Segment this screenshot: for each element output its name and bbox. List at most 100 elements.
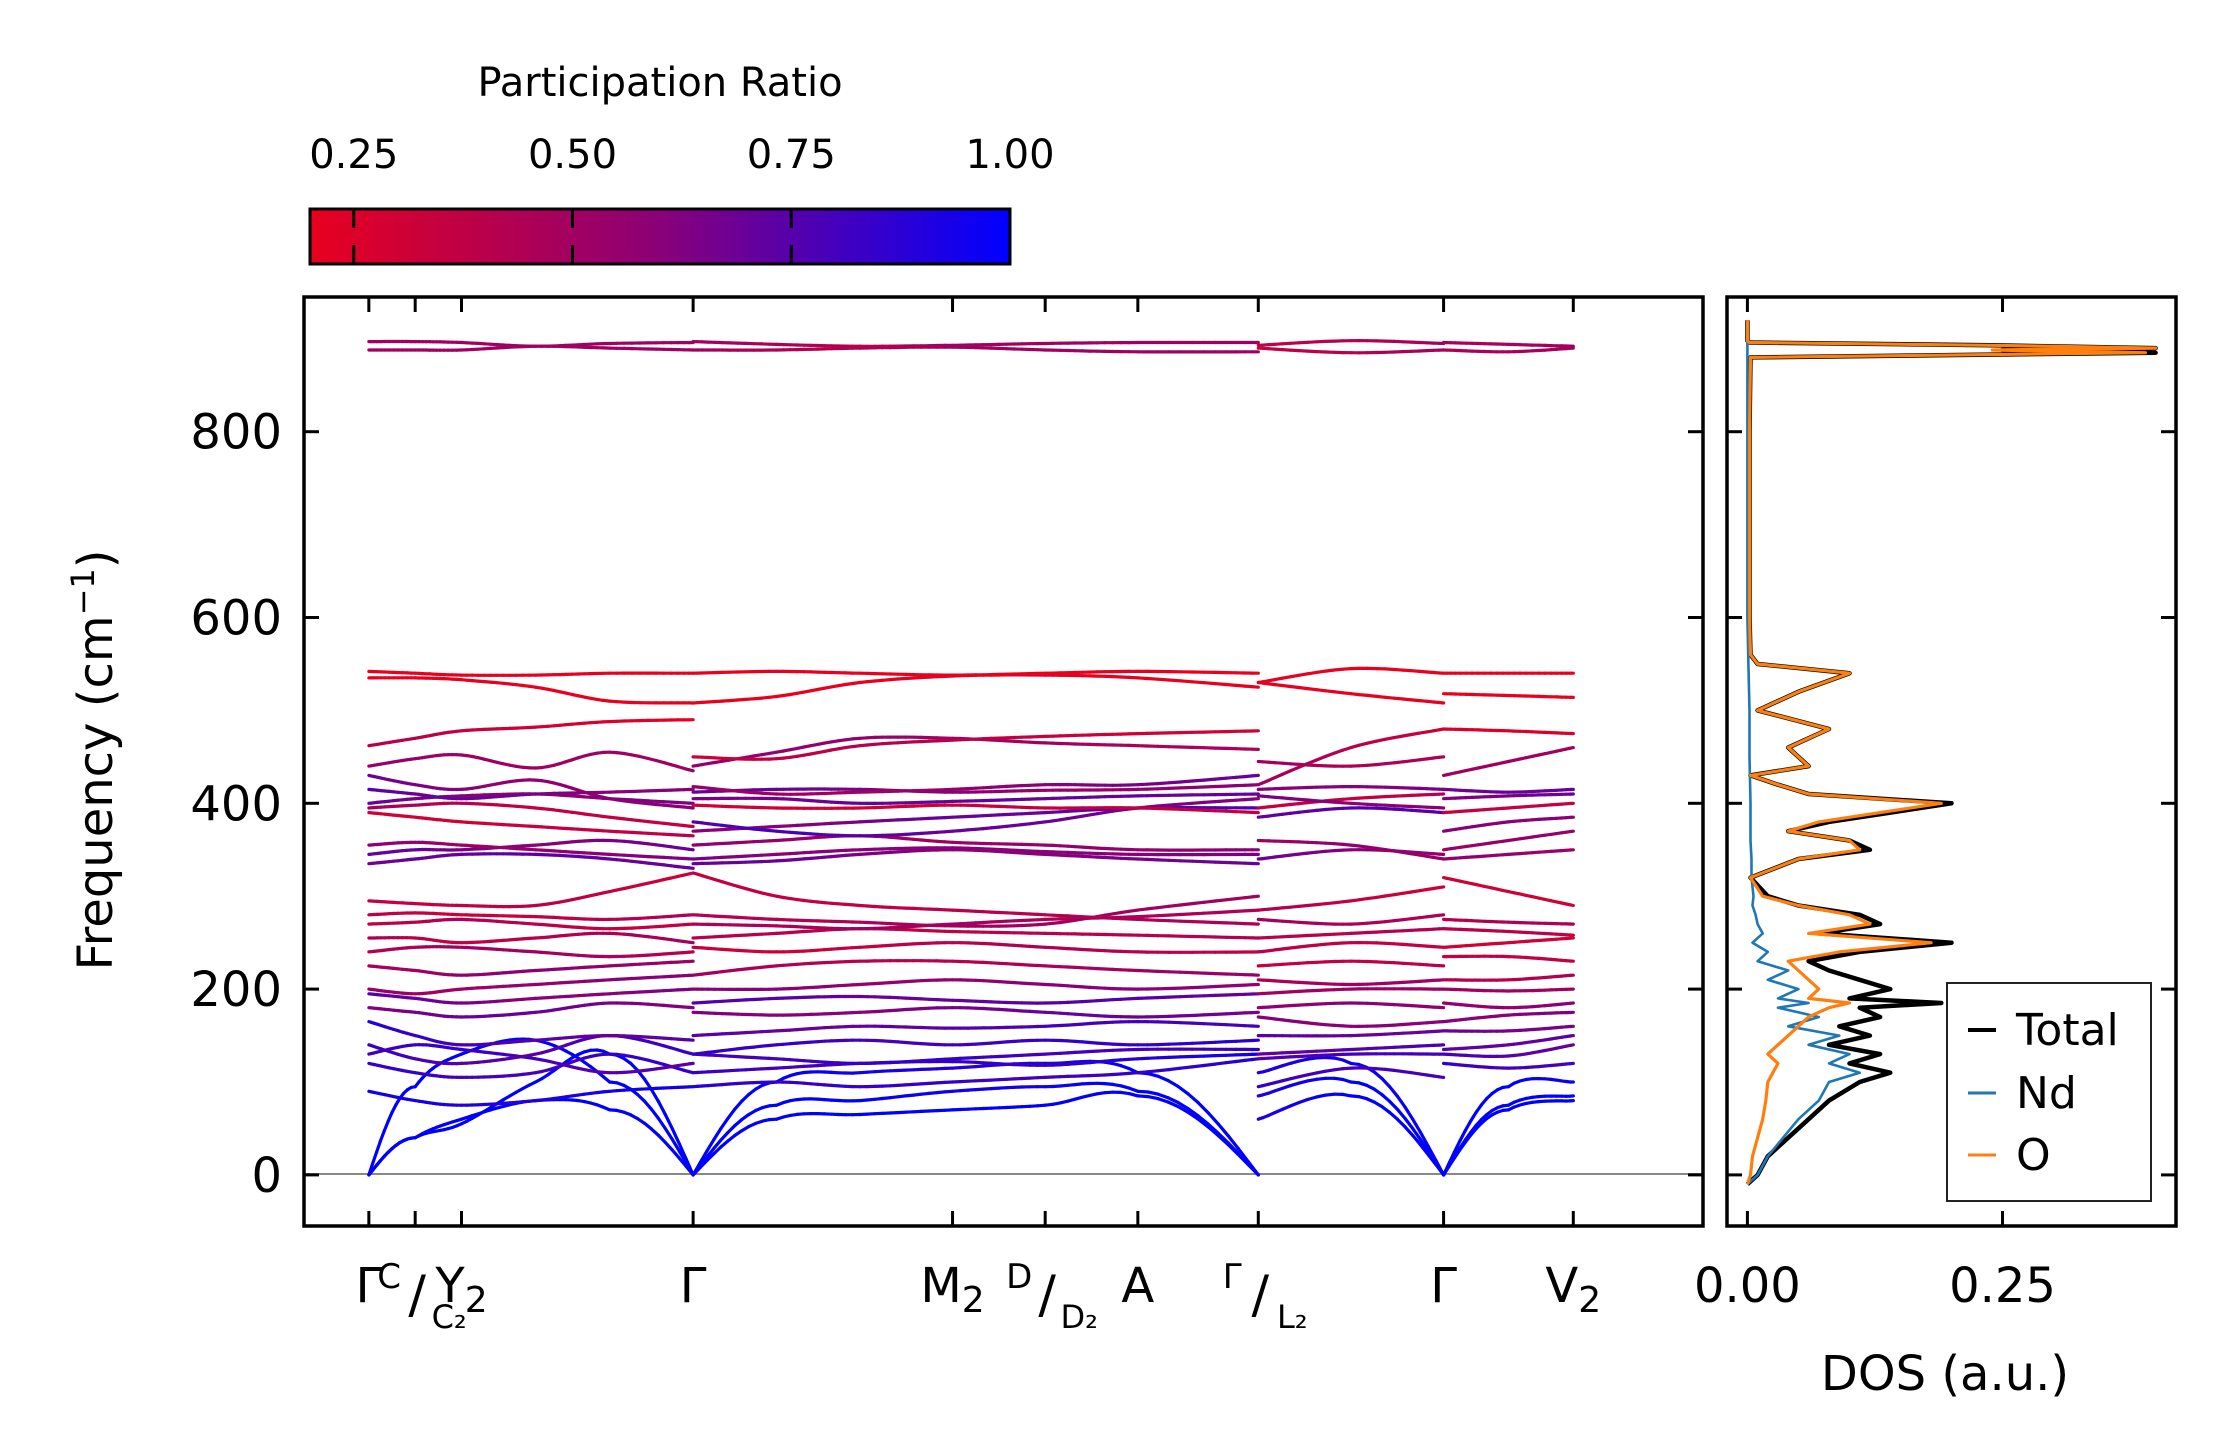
band-segment: [1136, 1089, 1150, 1094]
phonon-band: [367, 801, 695, 829]
band-segment: [1156, 995, 1171, 1000]
band-segment: [726, 1123, 737, 1135]
phonon-band: [691, 846, 1260, 861]
band-segment: [1202, 971, 1217, 976]
phonon-band: [1256, 913, 1446, 926]
band-segment: [1213, 1040, 1228, 1044]
band-segment: [1202, 777, 1217, 782]
band-segment: [1176, 1084, 1190, 1096]
band-segment: [1167, 858, 1183, 863]
band-segment: [1216, 1131, 1230, 1145]
band-segment: [1178, 1065, 1194, 1070]
phonon-band: [367, 838, 695, 857]
band-segment: [1202, 784, 1217, 789]
band-segment: [1178, 779, 1194, 784]
phonon-band: [691, 1052, 1260, 1075]
band-segment: [1166, 1096, 1180, 1105]
band-segment: [670, 1127, 681, 1146]
phonon-band: [691, 1047, 1260, 1066]
band-segment: [712, 1126, 723, 1142]
phonon-band: [367, 1048, 695, 1177]
band-segment: [1202, 920, 1217, 925]
phonon-band: [1256, 680, 1446, 705]
phonon-band: [1256, 1029, 1446, 1038]
band-segment: [684, 1161, 695, 1177]
band-segment: [1437, 885, 1446, 890]
phonon-band: [1256, 838, 1446, 861]
phonon-band: [1256, 940, 1446, 954]
band-segment: [1372, 1070, 1384, 1081]
phonon-band: [367, 1033, 695, 1066]
phonon-band: [1256, 987, 1446, 996]
band-segment: [687, 847, 695, 852]
band-segment: [1136, 1094, 1150, 1099]
band-segment: [687, 805, 695, 810]
band-segment: [1156, 1092, 1170, 1100]
band-segment: [1411, 1126, 1423, 1142]
band-segment: [1403, 1125, 1415, 1138]
band-segment: [649, 1107, 661, 1121]
band-segment: [1236, 1151, 1250, 1166]
band-segment: [1395, 1117, 1407, 1129]
band-segment: [1167, 780, 1183, 785]
band-segment: [1202, 910, 1217, 915]
band-segment: [1202, 984, 1217, 989]
phonon-band: [367, 987, 695, 1005]
phonon-band: [367, 917, 695, 931]
band-segment: [1176, 1104, 1190, 1114]
phonon-band: [691, 1019, 1260, 1038]
band-segment: [1156, 904, 1171, 910]
band-segment: [698, 1149, 709, 1165]
band-segment: [705, 1146, 716, 1159]
phonon-band: [1256, 959, 1446, 968]
band-segment: [1145, 906, 1160, 911]
band-segment: [1190, 785, 1206, 790]
band-segment: [1437, 1075, 1446, 1080]
phonon-band: [691, 959, 1260, 977]
band-segment: [1411, 1117, 1423, 1134]
band-segment: [1202, 681, 1217, 686]
band-segment: [677, 1156, 688, 1169]
band-segment: [687, 768, 695, 773]
phonon-band: [1256, 1092, 1446, 1177]
band-segment: [1224, 775, 1238, 780]
band-segment: [1437, 913, 1446, 917]
band-segment: [1178, 1041, 1194, 1046]
band-segment: [1156, 1096, 1170, 1104]
band-segment: [1216, 1122, 1230, 1138]
band-segment: [1224, 1011, 1238, 1016]
phonon-band: [691, 1057, 1260, 1089]
band-segment: [1441, 1161, 1451, 1177]
band-segment: [1167, 802, 1183, 807]
band-segment: [1156, 677, 1171, 682]
band-segment: [1186, 1110, 1200, 1121]
band-segment: [1166, 1078, 1180, 1089]
phonon-band: [367, 1001, 695, 1019]
band-segment: [1156, 1074, 1170, 1083]
band-segment: [1178, 970, 1194, 975]
band-segment: [1178, 994, 1194, 999]
colorbar-ticks: 0.25 0.50 0.75 1.00: [309, 132, 1055, 264]
band-segment: [1190, 808, 1206, 812]
band-segment: [1250, 773, 1260, 778]
band-segment: [687, 1061, 695, 1066]
band-segment: [1314, 754, 1328, 762]
phonon-band: [367, 911, 695, 922]
band-segment: [1167, 1055, 1183, 1060]
band-segment: [677, 1141, 688, 1161]
phonon-band: [691, 792, 1260, 806]
phonon-band: [691, 805, 1260, 833]
band-segment: [1145, 781, 1160, 786]
phonon-band: [367, 973, 695, 996]
band-segment: [378, 1129, 386, 1143]
band-segment: [1395, 1107, 1407, 1121]
phonon-band: [691, 729, 1260, 761]
band-segment: [1213, 1012, 1228, 1017]
phonon-band: [367, 1085, 695, 1107]
band-segment: [1145, 857, 1160, 862]
band-segment: [663, 1112, 674, 1131]
colorbar: Participation Ratio 0.25 0.50 0.75 1.00: [308, 60, 1055, 266]
band-segment: [1176, 1100, 1190, 1111]
band-segment: [705, 1137, 716, 1153]
colorbar-tick-label: 0.25: [309, 132, 398, 178]
